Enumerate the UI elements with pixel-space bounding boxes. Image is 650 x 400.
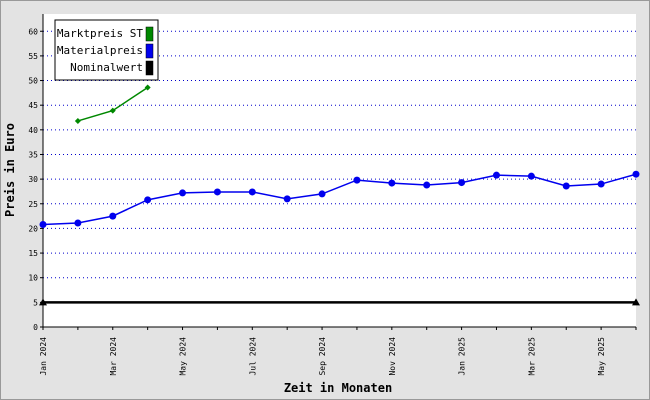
point	[179, 189, 187, 197]
point	[213, 188, 221, 196]
y-tick-label: 35	[28, 150, 38, 159]
point	[492, 171, 500, 179]
point	[632, 170, 640, 178]
x-tick-label: Sep 2024	[318, 337, 327, 376]
point	[39, 298, 47, 306]
point	[527, 172, 535, 180]
x-tick-label: Jan 2024	[39, 337, 48, 376]
point	[562, 182, 570, 190]
point	[39, 220, 47, 228]
series-line	[42, 173, 637, 226]
y-tick-label: 30	[28, 175, 38, 184]
y-tick-label: 45	[28, 101, 38, 110]
point	[74, 117, 81, 124]
x-tick-label: May 2025	[597, 337, 606, 376]
point	[318, 190, 326, 198]
x-tick-label: Mar 2024	[109, 337, 118, 376]
x-tick-label: May 2024	[179, 337, 188, 376]
point	[353, 176, 361, 184]
point	[248, 188, 256, 196]
x-tick-label: Nov 2024	[388, 337, 397, 376]
y-axis-title: Preis in Euro	[3, 123, 17, 217]
point	[109, 212, 117, 220]
legend-label: Marktpreis ST	[57, 27, 143, 40]
y-tick-label: 55	[28, 52, 38, 61]
y-tick-label: 40	[28, 126, 38, 135]
point	[632, 298, 640, 306]
legend-label: Materialpreis	[57, 44, 143, 57]
x-tick-label: Mar 2025	[527, 337, 536, 376]
x-axis-title: Zeit in Monaten	[284, 381, 392, 395]
legend-swatch	[145, 60, 154, 76]
point	[109, 107, 116, 114]
point	[283, 195, 291, 203]
point	[144, 84, 151, 91]
y-tick-label: 50	[28, 77, 38, 86]
legend-swatch	[145, 26, 154, 42]
point	[597, 180, 605, 188]
y-tick-label: 25	[28, 200, 38, 209]
y-tick-label: 0	[33, 323, 38, 332]
legend-label: Nominalwert	[70, 61, 143, 74]
point	[144, 196, 152, 204]
y-tick-label: 10	[28, 274, 38, 283]
y-tick-label: 60	[28, 27, 38, 36]
point	[423, 181, 431, 189]
point	[74, 219, 82, 227]
point	[388, 179, 396, 187]
x-tick-label: Jan 2025	[458, 337, 467, 376]
y-tick-label: 15	[28, 249, 38, 258]
legend-swatch	[145, 43, 154, 59]
legend-box	[54, 19, 159, 81]
x-tick-label: Jul 2024	[248, 337, 257, 376]
y-tick-label: 20	[28, 224, 38, 233]
point	[458, 179, 466, 187]
y-tick-label: 5	[33, 298, 38, 307]
